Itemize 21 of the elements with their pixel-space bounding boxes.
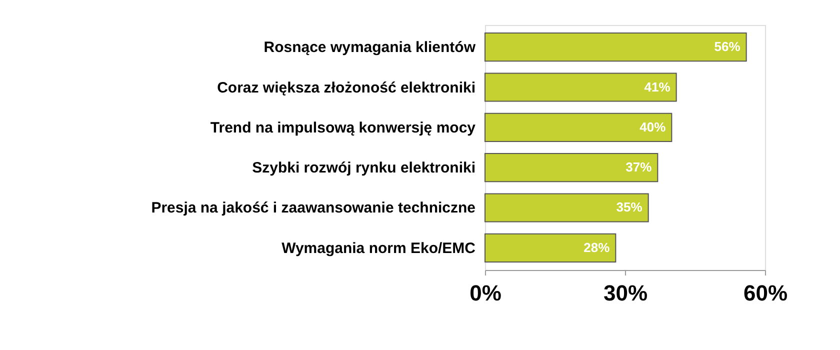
data-label: 28% [584,240,610,255]
data-label: 56% [714,39,741,54]
bar [484,233,616,262]
y-tick-label: Coraz większa złożoność elektroniki [217,79,476,96]
bar [484,112,672,142]
data-label: 41% [644,79,671,94]
y-tick-label: Szybki rozwój rynku elektroniki [252,160,476,177]
bar [484,193,649,222]
bar [484,72,677,102]
x-tick-label: 0% [470,280,502,306]
y-tick-label: Trend na impulsową konwersję mocy [210,119,476,136]
y-tick-label: Presja na jakość i zaawansowanie techniczne [151,200,476,217]
bar [484,153,658,182]
y-tick-label: Wymagania norm Eko/EMC [282,240,476,257]
y-tick-label: Rosnące wymagania klientów [264,39,476,56]
x-tick-label: 30% [603,280,648,306]
data-label: 40% [640,119,666,134]
data-label: 35% [616,200,643,215]
data-label: 37% [626,160,652,175]
bar [484,32,747,62]
x-tick-label: 60% [743,280,788,306]
